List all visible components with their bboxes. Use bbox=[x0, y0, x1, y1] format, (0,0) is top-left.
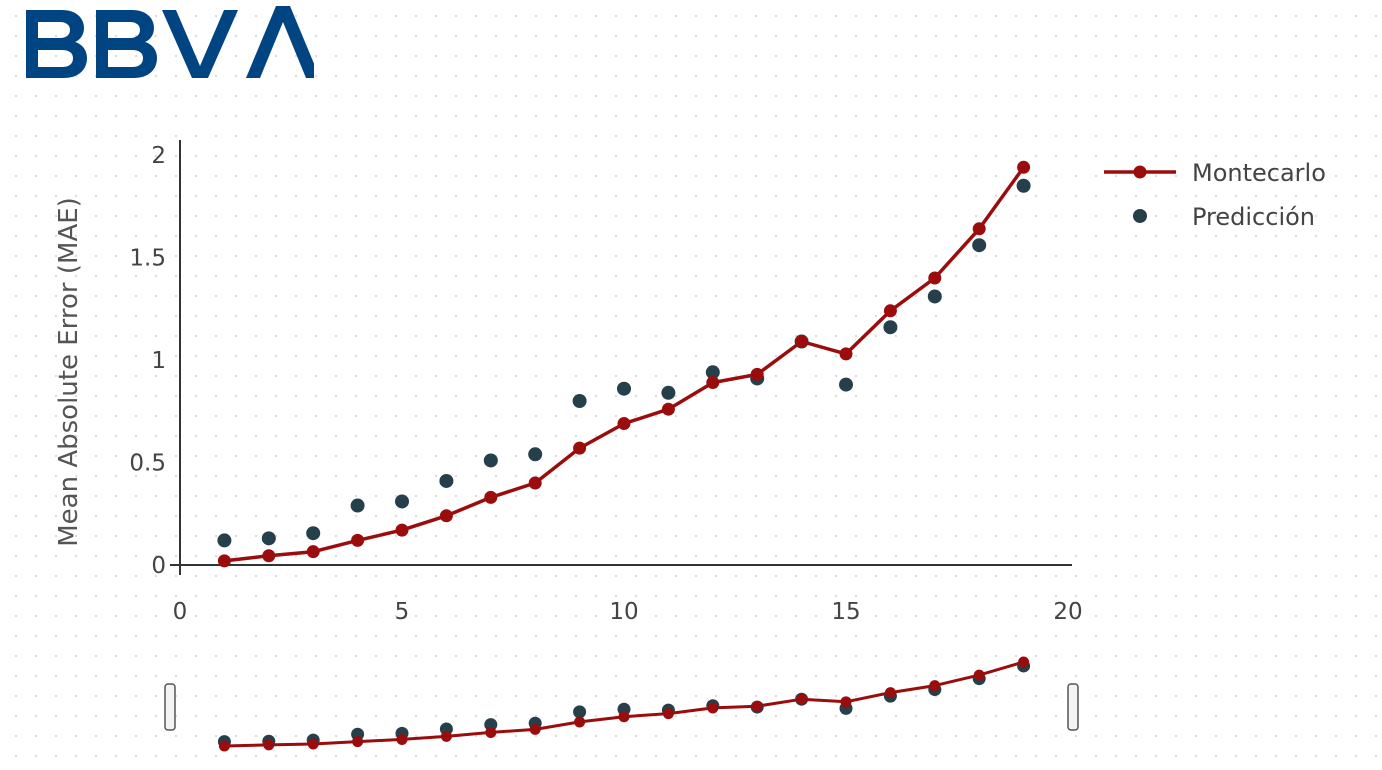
range-slider-left-handle[interactable] bbox=[164, 683, 176, 731]
point-montecarlo bbox=[883, 304, 897, 318]
point-prediccion bbox=[261, 531, 276, 546]
x-tick-label: 5 bbox=[395, 599, 410, 625]
x-tick-label: 15 bbox=[831, 599, 860, 625]
point-montecarlo bbox=[795, 335, 809, 349]
range-slider-point-montecarlo bbox=[263, 739, 275, 751]
range-slider-point-montecarlo bbox=[884, 687, 896, 699]
range-slider-point-montecarlo bbox=[574, 716, 586, 728]
point-prediccion bbox=[705, 365, 720, 380]
point-prediccion bbox=[572, 394, 587, 408]
point-prediccion bbox=[395, 494, 409, 509]
bbva-logo bbox=[24, 0, 320, 90]
series-line-montecarlo bbox=[224, 166, 1026, 563]
point-montecarlo bbox=[617, 417, 631, 431]
y-tick-label: 0 bbox=[151, 553, 166, 579]
y-tick-label: 1.5 bbox=[129, 246, 166, 272]
y-tick-label: 2 bbox=[151, 143, 166, 169]
point-montecarlo bbox=[217, 554, 231, 568]
range-slider-point-montecarlo bbox=[662, 708, 674, 720]
legend-marker-prediccion bbox=[1133, 209, 1147, 223]
range-slider-point-montecarlo bbox=[929, 680, 941, 692]
point-prediccion bbox=[972, 238, 987, 253]
legend-label-montecarlo[interactable]: Montecarlo bbox=[1192, 159, 1326, 187]
range-slider-point-montecarlo bbox=[796, 693, 808, 705]
range-slider-point-montecarlo bbox=[707, 702, 719, 714]
range-slider-point-montecarlo bbox=[352, 736, 364, 748]
point-montecarlo bbox=[972, 222, 986, 236]
point-prediccion bbox=[661, 385, 676, 400]
point-montecarlo bbox=[750, 367, 764, 381]
y-axis-title: Mean Absolute Error (MAE) bbox=[54, 197, 84, 547]
point-prediccion bbox=[927, 289, 942, 304]
y-tick-label: 1 bbox=[151, 348, 166, 374]
range-slider-point-montecarlo bbox=[440, 730, 452, 742]
point-prediccion bbox=[1016, 178, 1031, 193]
range-slider-point-montecarlo bbox=[973, 669, 985, 681]
range-slider-point-montecarlo bbox=[218, 740, 230, 752]
point-montecarlo bbox=[928, 271, 942, 285]
range-slider-point-prediccion bbox=[573, 705, 587, 719]
point-montecarlo bbox=[706, 376, 720, 390]
range-slider-point-montecarlo bbox=[307, 738, 319, 750]
point-montecarlo bbox=[439, 509, 453, 523]
x-tick-label: 20 bbox=[1053, 599, 1082, 625]
range-slider-point-montecarlo bbox=[485, 726, 497, 738]
point-montecarlo bbox=[839, 347, 853, 361]
point-montecarlo bbox=[262, 549, 276, 563]
x-tick-label: 0 bbox=[173, 599, 188, 625]
point-prediccion bbox=[617, 381, 631, 396]
range-slider-point-montecarlo bbox=[396, 733, 408, 745]
point-prediccion bbox=[350, 498, 365, 513]
point-montecarlo bbox=[306, 545, 320, 559]
legend-marker-montecarlo bbox=[1133, 165, 1147, 179]
point-montecarlo bbox=[395, 523, 409, 537]
point-prediccion bbox=[483, 453, 498, 468]
range-slider-right-handle[interactable] bbox=[1067, 683, 1079, 731]
range-slider-point-montecarlo bbox=[618, 711, 630, 723]
range-slider-point-montecarlo bbox=[840, 696, 852, 708]
point-montecarlo bbox=[351, 533, 365, 547]
range-slider-point-montecarlo bbox=[529, 723, 541, 735]
point-montecarlo bbox=[484, 490, 498, 504]
point-prediccion bbox=[306, 526, 321, 541]
range-slider-point-prediccion bbox=[484, 718, 498, 732]
point-prediccion bbox=[439, 473, 454, 488]
point-prediccion bbox=[528, 447, 543, 462]
point-montecarlo bbox=[1017, 160, 1031, 174]
point-montecarlo bbox=[573, 441, 587, 455]
y-tick-label: 0.5 bbox=[129, 451, 166, 477]
range-slider-point-montecarlo bbox=[751, 700, 763, 712]
point-prediccion bbox=[883, 320, 898, 335]
point-prediccion bbox=[217, 533, 232, 548]
range-slider-point-montecarlo bbox=[1018, 656, 1030, 668]
point-prediccion bbox=[839, 377, 853, 392]
point-montecarlo bbox=[661, 402, 675, 416]
legend-label-prediccion[interactable]: Predicción bbox=[1192, 203, 1315, 231]
bbva-logo-mark bbox=[26, 6, 320, 78]
point-montecarlo bbox=[528, 476, 542, 490]
x-tick-label: 10 bbox=[609, 599, 638, 625]
